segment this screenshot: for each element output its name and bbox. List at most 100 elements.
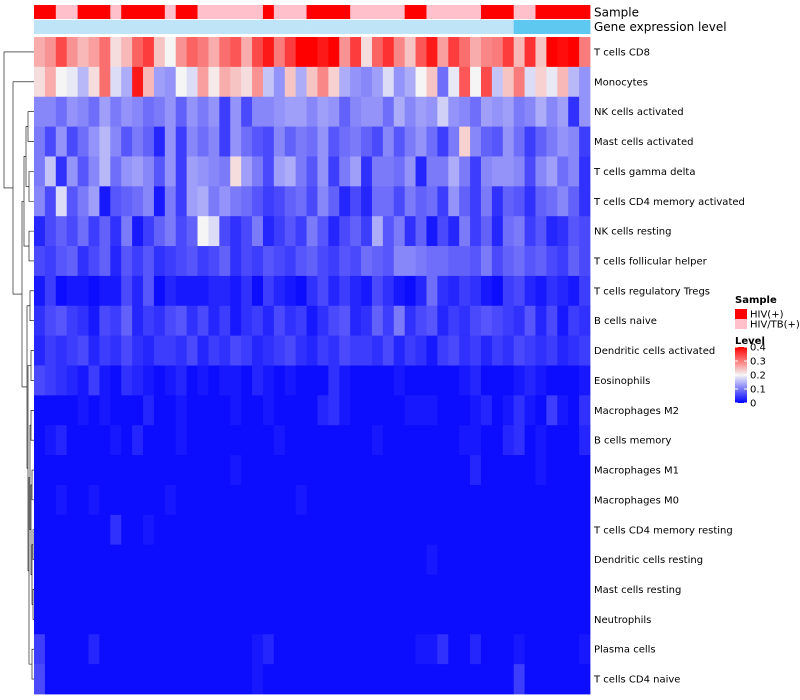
heatmap-cell <box>208 425 220 456</box>
heatmap-cell <box>273 335 286 366</box>
heatmap-cell <box>55 544 68 575</box>
heatmap-cell <box>153 484 166 516</box>
heatmap-cell <box>459 37 471 68</box>
heatmap-cell <box>306 514 318 546</box>
row-label: T cells regulatory Tregs <box>593 286 710 297</box>
heatmap-cell <box>44 455 57 486</box>
heatmap-cell <box>480 484 493 516</box>
heatmap-cell <box>252 96 264 127</box>
heatmap-cell <box>273 216 286 247</box>
heatmap-cell <box>317 305 329 337</box>
heatmap-cell <box>208 96 220 127</box>
heatmap-cell <box>121 544 133 575</box>
heatmap-cell <box>197 425 209 456</box>
heatmap-cell <box>415 395 427 426</box>
heatmap-cell <box>339 126 351 157</box>
heatmap-cell <box>426 664 438 695</box>
heatmap-cell <box>502 664 515 695</box>
heatmap-cell <box>328 305 340 337</box>
heatmap-cell <box>371 604 384 635</box>
heatmap-cell <box>175 365 188 396</box>
dendrogram-branch <box>3 51 34 189</box>
heatmap-cell <box>230 425 242 456</box>
heatmap-cell <box>350 634 362 665</box>
heatmap-cell <box>143 365 155 396</box>
heatmap-cell <box>77 514 89 546</box>
heatmap-cell <box>535 216 547 247</box>
heatmap-cell <box>34 514 46 546</box>
heatmap-cell <box>393 365 406 396</box>
heatmap-cell <box>579 246 591 277</box>
heatmap-cell <box>371 37 384 68</box>
heatmap-cell <box>208 365 220 396</box>
heatmap-cell <box>208 395 220 426</box>
expression-annotation-cell <box>252 20 264 34</box>
heatmap-cell <box>568 484 580 516</box>
heatmap-cell <box>153 126 166 157</box>
heatmap-cell <box>535 246 547 277</box>
heatmap-cell <box>132 544 144 575</box>
heatmap-cell <box>121 664 133 695</box>
heatmap-cell <box>459 305 471 337</box>
heatmap-cell <box>361 246 373 277</box>
heatmap-cell <box>284 514 297 546</box>
heatmap-cell <box>404 484 416 516</box>
row-label: Neutrophils <box>594 615 651 626</box>
heatmap-cell <box>186 574 198 605</box>
heatmap-cell <box>208 305 220 337</box>
heatmap-cell <box>448 365 460 396</box>
heatmap-cell <box>164 126 177 157</box>
heatmap-cell <box>55 634 68 665</box>
heatmap-cell <box>121 365 133 396</box>
heatmap-cell <box>132 246 144 277</box>
heatmap-cell <box>437 246 449 277</box>
expression-annotation-cell <box>44 20 57 34</box>
heatmap-cell <box>557 126 569 157</box>
heatmap-cell <box>393 514 406 546</box>
heatmap-cell <box>568 604 580 635</box>
heatmap-cell <box>34 96 46 127</box>
heatmap-cell <box>284 96 297 127</box>
heatmap-cell <box>546 66 558 98</box>
heatmap-cell <box>557 455 569 486</box>
heatmap-cell <box>284 544 297 575</box>
heatmap-cell <box>546 275 558 307</box>
heatmap-cell <box>404 186 416 217</box>
heatmap-cell <box>219 96 231 127</box>
heatmap-cell <box>437 126 449 157</box>
heatmap-cell <box>491 305 504 337</box>
heatmap-cell <box>143 455 155 486</box>
heatmap-cell <box>44 574 57 605</box>
heatmap-cell <box>513 455 525 486</box>
heatmap-cell <box>241 37 253 68</box>
heatmap-cell <box>110 544 122 575</box>
heatmap-cell <box>339 574 351 605</box>
heatmap-cell <box>426 305 438 337</box>
heatmap-cell <box>339 66 351 98</box>
heatmap-cell <box>448 37 460 68</box>
heatmap-cell <box>273 96 286 127</box>
heatmap-cell <box>306 455 318 486</box>
heatmap-cell <box>535 96 547 127</box>
heatmap-cell <box>34 574 46 605</box>
heatmap-cell <box>502 126 515 157</box>
heatmap-cell <box>153 246 166 277</box>
heatmap-cell <box>524 574 536 605</box>
heatmap-cell <box>491 246 504 277</box>
heatmap-cell <box>568 275 580 307</box>
expression-annotation-cell <box>284 20 297 34</box>
heatmap-cell <box>317 634 329 665</box>
heatmap-cell <box>66 305 79 337</box>
heatmap-cell <box>143 604 155 635</box>
heatmap-cell <box>371 455 384 486</box>
heatmap-cell <box>175 216 188 247</box>
heatmap-cell <box>393 275 406 307</box>
heatmap-cell <box>568 664 580 695</box>
heatmap-cell <box>219 484 231 516</box>
heatmap-cell <box>491 216 504 247</box>
heatmap-cell <box>557 634 569 665</box>
heatmap-cell <box>44 216 57 247</box>
heatmap-cell <box>361 126 373 157</box>
row-label: T cells CD8 <box>593 47 650 58</box>
heatmap-cell <box>55 574 68 605</box>
